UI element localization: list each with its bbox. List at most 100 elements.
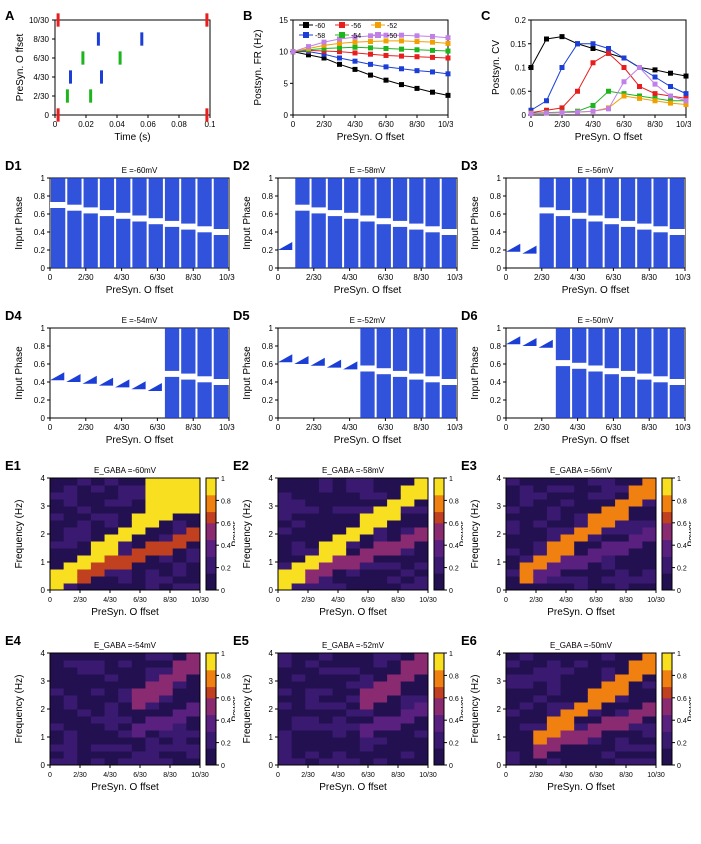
svg-text:2/30: 2/30 [73, 772, 87, 779]
svg-text:1: 1 [677, 476, 681, 483]
svg-text:2: 2 [41, 530, 46, 539]
svg-text:Power: Power [230, 521, 235, 547]
svg-text:8/30: 8/30 [163, 597, 177, 604]
svg-text:PreSyn. O ffset: PreSyn. O ffset [562, 285, 630, 296]
svg-text:E =-58mV: E =-58mV [350, 166, 386, 175]
svg-text:10/30: 10/30 [419, 597, 437, 604]
svg-text:0.4: 0.4 [262, 378, 274, 387]
svg-text:5: 5 [284, 79, 289, 88]
svg-text:0: 0 [45, 111, 50, 120]
svg-text:4/30: 4/30 [33, 73, 49, 82]
svg-text:1: 1 [221, 651, 225, 658]
panel-label-d4: D4 [5, 308, 22, 323]
svg-text:10/30: 10/30 [219, 273, 235, 282]
svg-text:0: 0 [449, 588, 453, 595]
svg-text:0.8: 0.8 [490, 342, 502, 351]
svg-text:0: 0 [48, 423, 53, 432]
svg-text:6/30: 6/30 [150, 423, 166, 432]
svg-text:PreSyn. O ffset: PreSyn. O ffset [319, 607, 387, 618]
svg-text:0: 0 [276, 772, 280, 779]
svg-text:0: 0 [276, 273, 281, 282]
svg-text:4/30: 4/30 [103, 597, 117, 604]
panel-label-d2: D2 [233, 158, 250, 173]
panel-label-e1: E1 [5, 458, 21, 473]
svg-text:E =-54mV: E =-54mV [122, 316, 158, 325]
svg-text:4/30: 4/30 [114, 273, 130, 282]
panel-label-d1: D1 [5, 158, 22, 173]
svg-text:1: 1 [269, 733, 274, 742]
svg-text:0: 0 [41, 761, 46, 770]
svg-text:10/30: 10/30 [419, 772, 437, 779]
svg-text:PreSyn. O ffset: PreSyn. O ffset [15, 33, 26, 101]
svg-text:2: 2 [269, 530, 274, 539]
panel-label-e6: E6 [461, 633, 477, 648]
svg-text:0.6: 0.6 [262, 360, 274, 369]
svg-text:0: 0 [449, 763, 453, 770]
svg-text:0.2: 0.2 [262, 396, 274, 405]
svg-text:Power: Power [230, 696, 235, 722]
svg-text:0: 0 [269, 586, 274, 595]
panel-label-d5: D5 [233, 308, 250, 323]
svg-text:4/30: 4/30 [114, 423, 130, 432]
svg-text:8/30: 8/30 [391, 597, 405, 604]
svg-text:0: 0 [529, 120, 534, 129]
svg-text:3: 3 [497, 677, 502, 686]
svg-text:8/30: 8/30 [409, 120, 425, 129]
svg-text:2: 2 [497, 530, 502, 539]
panel-label-e3: E3 [461, 458, 477, 473]
svg-text:1: 1 [41, 174, 46, 183]
svg-text:Input Phase: Input Phase [470, 196, 481, 250]
svg-text:0.2: 0.2 [34, 246, 46, 255]
svg-text:PreSyn. O ffset: PreSyn. O ffset [547, 607, 615, 618]
svg-text:15: 15 [279, 16, 288, 25]
svg-text:0.8: 0.8 [34, 342, 46, 351]
svg-text:2/30: 2/30 [316, 120, 332, 129]
svg-text:4/30: 4/30 [559, 597, 573, 604]
svg-text:4/30: 4/30 [347, 120, 363, 129]
svg-text:0: 0 [522, 111, 527, 120]
svg-text:10/30: 10/30 [647, 772, 665, 779]
svg-text:4: 4 [41, 649, 46, 658]
svg-text:8/30: 8/30 [413, 273, 429, 282]
svg-text:2: 2 [41, 705, 46, 714]
svg-text:0.6: 0.6 [490, 360, 502, 369]
svg-text:Frequency (Hz): Frequency (Hz) [470, 500, 481, 569]
svg-text:Power: Power [686, 696, 691, 722]
svg-text:0: 0 [269, 761, 274, 770]
svg-text:0.2: 0.2 [449, 566, 459, 573]
svg-text:1: 1 [497, 558, 502, 567]
svg-text:6/30: 6/30 [606, 423, 622, 432]
svg-text:0.1: 0.1 [515, 64, 527, 73]
svg-text:8/30: 8/30 [413, 423, 429, 432]
svg-text:4: 4 [497, 649, 502, 658]
svg-text:0: 0 [284, 111, 289, 120]
svg-text:0.4: 0.4 [34, 228, 46, 237]
svg-text:PreSyn. O ffset: PreSyn. O ffset [337, 132, 405, 143]
svg-text:8/30: 8/30 [647, 120, 663, 129]
svg-text:PreSyn. O ffset: PreSyn. O ffset [91, 607, 159, 618]
svg-text:2/30: 2/30 [534, 423, 550, 432]
svg-text:0.8: 0.8 [490, 192, 502, 201]
svg-text:0: 0 [291, 120, 296, 129]
svg-text:8/30: 8/30 [619, 772, 633, 779]
svg-text:0: 0 [48, 597, 52, 604]
svg-text:10/30: 10/30 [676, 120, 691, 129]
svg-text:3: 3 [41, 502, 46, 511]
svg-text:1: 1 [449, 476, 453, 483]
svg-text:4/30: 4/30 [342, 273, 358, 282]
svg-text:0.4: 0.4 [490, 228, 502, 237]
svg-text:6/30: 6/30 [589, 772, 603, 779]
svg-text:E =-56mV: E =-56mV [578, 166, 614, 175]
svg-text:2/30: 2/30 [301, 597, 315, 604]
svg-text:E =-50mV: E =-50mV [578, 316, 614, 325]
svg-text:6/30: 6/30 [133, 772, 147, 779]
svg-text:1: 1 [221, 476, 225, 483]
svg-text:6/30: 6/30 [133, 597, 147, 604]
svg-text:E_GABA =-60mV: E_GABA =-60mV [94, 466, 157, 475]
svg-text:PreSyn. O ffset: PreSyn. O ffset [334, 435, 402, 446]
svg-text:10/30: 10/30 [191, 597, 209, 604]
svg-text:0.6: 0.6 [34, 360, 46, 369]
svg-text:PreSyn. O ffset: PreSyn. O ffset [562, 435, 630, 446]
svg-text:10/30: 10/30 [675, 273, 691, 282]
svg-text:6/30: 6/30 [361, 772, 375, 779]
